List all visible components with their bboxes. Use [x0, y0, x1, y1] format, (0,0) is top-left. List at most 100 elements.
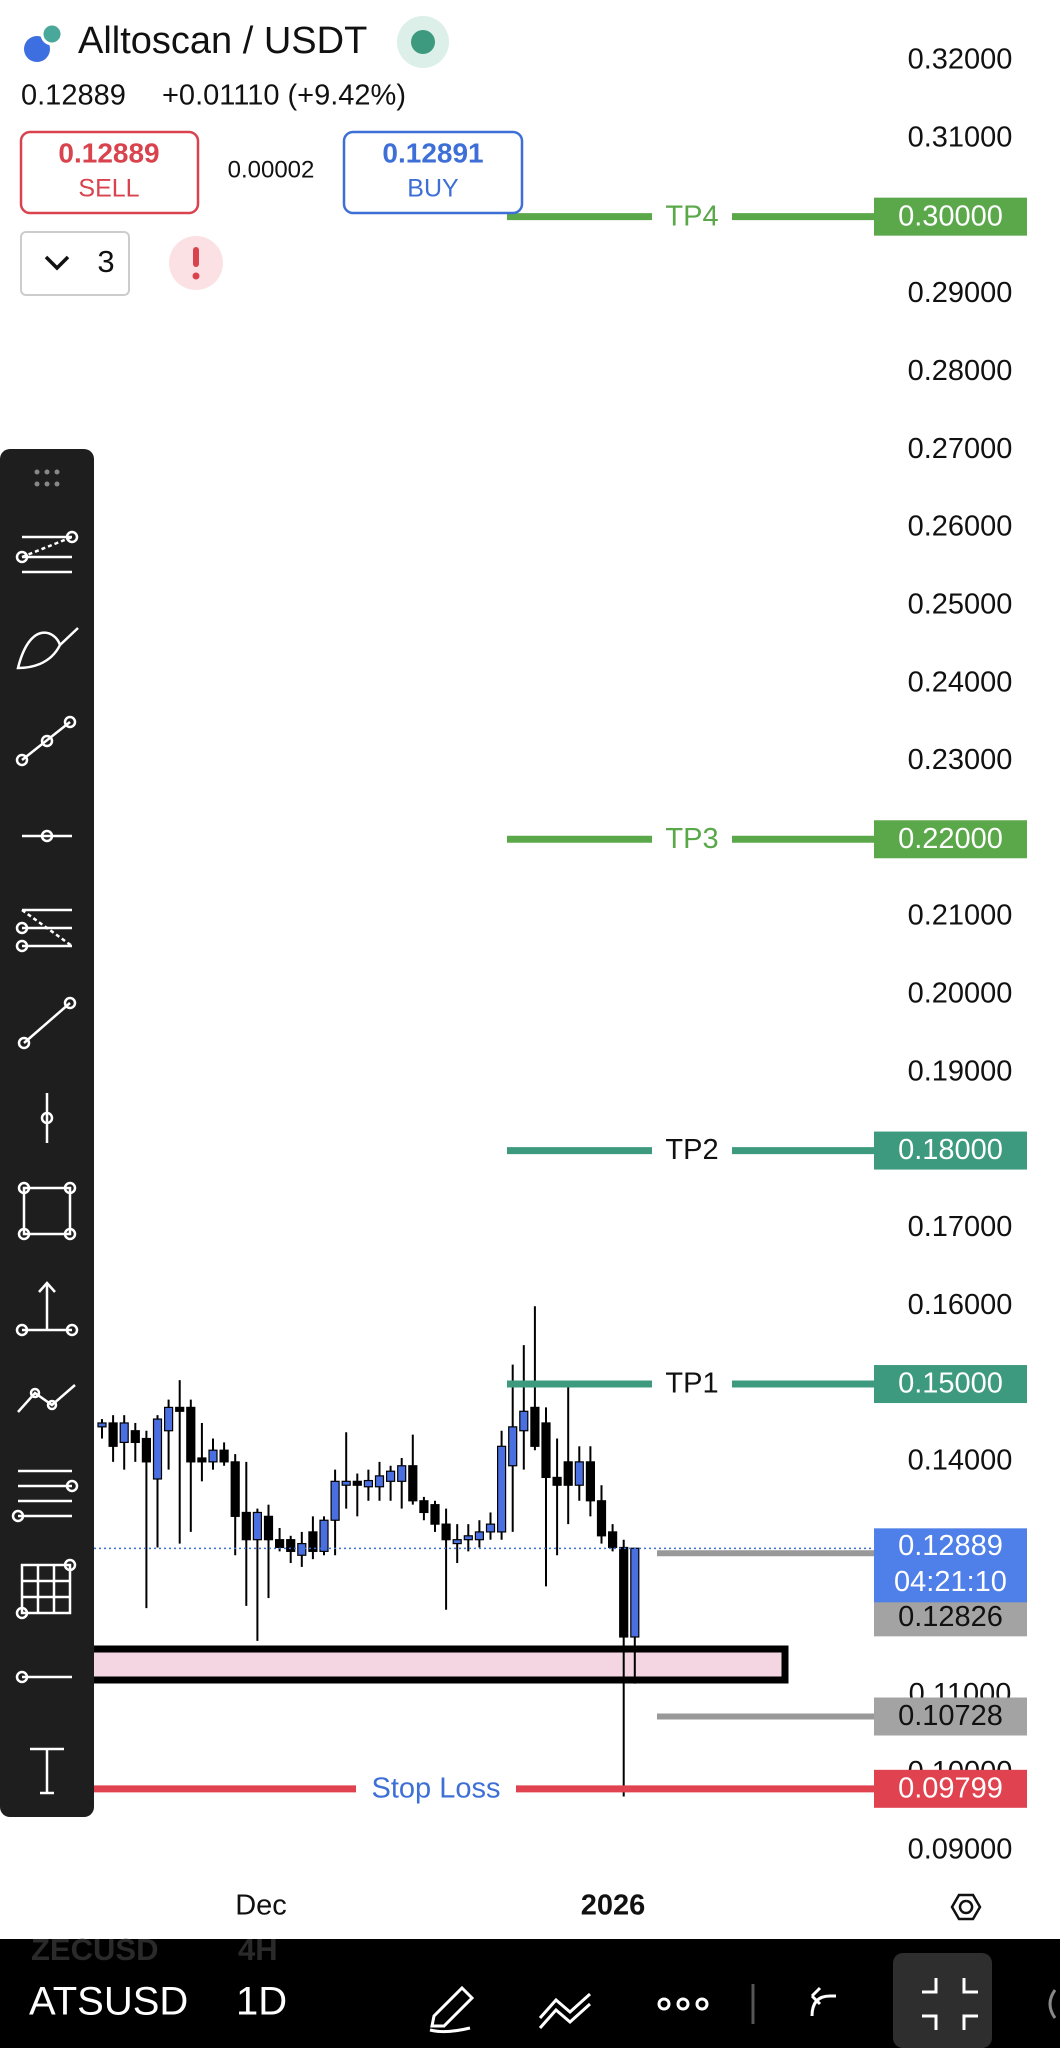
- drawing-toolbar: [0, 449, 94, 1817]
- level-box: [874, 1131, 1027, 1170]
- level-label: 0.18000: [898, 1134, 1003, 1166]
- candle-body: [563, 1461, 573, 1486]
- candle-body: [230, 1461, 240, 1517]
- candle-body: [363, 1479, 373, 1488]
- bottom-bar: ZECUSD 4H ATSUSD 1D: [0, 1932, 1060, 2048]
- marker-box: [874, 1697, 1027, 1736]
- candle-body: [341, 1480, 351, 1486]
- tool-pitchfork[interactable]: [15, 908, 73, 953]
- sell-label: SELL: [78, 175, 139, 203]
- price-tick-label: 0.28000: [908, 355, 1013, 387]
- more-button[interactable]: [657, 1997, 709, 2011]
- level-name: TP3: [665, 823, 718, 855]
- candle-body: [408, 1465, 418, 1502]
- symbol-button[interactable]: ATSUSD: [29, 1980, 188, 2024]
- candle-body: [430, 1504, 440, 1525]
- price-tick-label: 0.26000: [908, 511, 1013, 543]
- draw-button[interactable]: [429, 1985, 475, 2034]
- candle-body: [530, 1406, 540, 1447]
- level-name: TP1: [665, 1368, 718, 1400]
- buy-button[interactable]: [342, 130, 524, 215]
- alert-icon-dot: [192, 272, 200, 280]
- level-label-bg: [356, 1772, 516, 1805]
- candle-body: [219, 1449, 229, 1463]
- sell-button[interactable]: [19, 130, 200, 215]
- bottom-icons: [429, 1953, 1057, 2048]
- order-count: 3: [97, 244, 114, 279]
- candle-body: [119, 1422, 129, 1444]
- price-tick-label: 0.24000: [908, 666, 1013, 698]
- tool-ray[interactable]: [15, 1670, 72, 1684]
- price-tick-label: 0.23000: [908, 744, 1013, 776]
- level-name: Stop Loss: [372, 1772, 501, 1804]
- interval-button[interactable]: 1D: [236, 1980, 287, 2024]
- candle-body: [419, 1500, 429, 1514]
- tool-path[interactable]: [17, 1384, 76, 1413]
- tool-rectangle[interactable]: [17, 1181, 77, 1241]
- symbol-title[interactable]: Alltoscan / USDT: [78, 20, 367, 62]
- alert-icon: [193, 247, 199, 267]
- tool-measure[interactable]: [15, 1281, 79, 1337]
- candle-body: [441, 1523, 451, 1541]
- level-label-bg: [652, 823, 732, 856]
- last-price-label: 0.12889: [898, 1530, 1003, 1562]
- settings-button[interactable]: [950, 1893, 982, 1921]
- last-price-box: [874, 1528, 1027, 1603]
- price-tick-label: 0.29000: [908, 277, 1013, 309]
- level-name: TP4: [665, 200, 718, 232]
- candle-body: [252, 1511, 262, 1541]
- candle-body: [630, 1547, 640, 1638]
- price-tick-label: 0.31000: [908, 121, 1013, 153]
- candle-body: [519, 1410, 529, 1432]
- candle-body: [286, 1539, 296, 1552]
- drag-handle[interactable]: [34, 469, 60, 487]
- level-name: TP2: [665, 1134, 718, 1166]
- tool-text[interactable]: [30, 1747, 64, 1795]
- faded-interval: 4H: [238, 1932, 278, 1967]
- tool-vertical-line[interactable]: [40, 1093, 54, 1143]
- price-tick-label: 0.19000: [908, 1055, 1013, 1087]
- level-label: 0.09799: [898, 1772, 1003, 1804]
- price-tick-label: 0.17000: [908, 1211, 1013, 1243]
- tool-line[interactable]: [17, 996, 77, 1050]
- marker-box: [874, 1598, 1027, 1637]
- price-labels: 0.32000 0.31000 0.29000 0.28000 0.27000 0.260…: [235, 44, 1056, 1922]
- price-tick-label: 0.27000: [908, 433, 1013, 465]
- partial-icon: [1048, 1989, 1057, 2019]
- candle-body: [186, 1406, 196, 1463]
- level-box: [874, 1365, 1027, 1404]
- tool-horizontal-ray[interactable]: [22, 829, 72, 843]
- level-box: [874, 197, 1027, 236]
- buy-label: BUY: [407, 175, 459, 203]
- level-label-bg: [652, 1368, 732, 1401]
- candle-body: [574, 1461, 584, 1486]
- candle-body: [263, 1515, 274, 1541]
- candle-body: [452, 1539, 462, 1545]
- collapse-icon: [922, 1978, 978, 2030]
- spread: 0.00002: [228, 156, 315, 183]
- indicators-button[interactable]: [538, 1992, 592, 2029]
- tool-brush[interactable]: [16, 627, 79, 670]
- level-label: 0.30000: [898, 200, 1003, 232]
- candle-body: [175, 1406, 185, 1412]
- chevron-icon: [44, 255, 70, 271]
- candle-body: [308, 1531, 318, 1552]
- collapse-button[interactable]: [893, 1953, 992, 2048]
- tool-fib[interactable]: [15, 530, 79, 574]
- order-dropdown[interactable]: [20, 231, 130, 296]
- candle-body: [152, 1418, 163, 1480]
- candle-body: [552, 1476, 562, 1486]
- candle-body: [463, 1535, 473, 1541]
- tool-grid[interactable]: [15, 1558, 77, 1620]
- order-panel: 0.12889 SELL 0.00002 0.12891 BUY 3: [19, 130, 524, 296]
- last-price: 0.12889: [21, 80, 126, 112]
- marker-label: 0.12826: [898, 1601, 1003, 1633]
- undo-button[interactable]: [810, 1986, 836, 2017]
- candle-body: [319, 1519, 329, 1552]
- tool-trend-line[interactable]: [15, 715, 77, 767]
- header: Alltoscan / USDT 0.12889 +0.01110 (+9.42…: [21, 16, 449, 112]
- candle-body: [275, 1539, 285, 1549]
- tool-parallel-lines[interactable]: [11, 1469, 79, 1523]
- candle-body: [596, 1500, 607, 1537]
- candle-body: [164, 1406, 174, 1432]
